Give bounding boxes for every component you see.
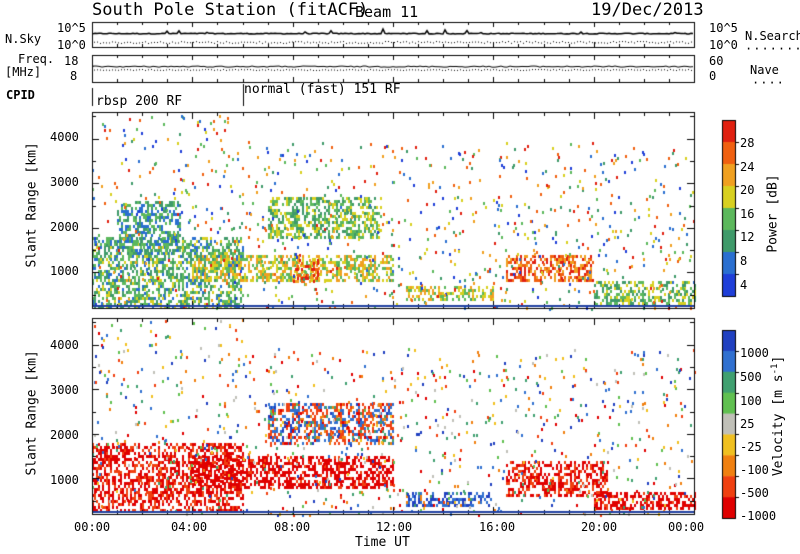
beam-label: Beam 11 [355,3,419,21]
vel-cb-tick-2: 100 [740,394,762,408]
nave-label: Nave [750,63,779,77]
cpid-segment-2: normal (fast) 151 RF [244,82,401,97]
power-ytick-1000: 1000 [50,264,79,278]
nave-dots: ···· [752,76,785,90]
power-cb-label: Power [dB] [766,174,781,254]
vel-cb-tick-1: 500 [740,370,762,384]
power-cb-tick-8: 8 [740,254,748,268]
xtick-5: 20:00 [581,520,618,534]
xtick-0: 00:00 [74,520,111,534]
vel-cb-unit-exp: -1 [769,363,780,375]
vel-cb-label-text: Velocity [771,413,787,477]
xtick-3: 12:00 [376,520,413,534]
vel-ytick-1000: 1000 [50,473,79,487]
vel-ytick-3000: 3000 [50,383,79,397]
xtick-1: 04:00 [171,520,208,534]
xtick-6: 00:00 [668,520,705,534]
nsearch-tick-bottom: 10^0 [709,38,738,52]
vel-ytick-2000: 2000 [50,428,79,442]
xtick-2: 08:00 [274,520,311,534]
date-label: 19/Dec/2013 [591,0,704,20]
vel-cb-tick-7: -1000 [740,509,777,523]
power-cb-tick-28: 28 [740,136,755,150]
freq-label: Freq. [18,52,55,66]
xtick-4: 16:00 [479,520,516,534]
vel-ylabel: Slant Range [km] [24,350,40,476]
vel-cb-tick-0: 1000 [740,346,769,360]
xlabel: Time UT [355,535,410,550]
nsearch-tick-top: 10^5 [709,21,738,35]
vel-cb-unit-close: ] [771,355,787,364]
vel-cb-tick-3: 25 [740,417,755,431]
freq-unit: [MHz] [5,65,42,79]
nsearch-dots: ······· [745,42,800,56]
power-ylabel: Slant Range [km] [24,142,40,268]
nsky-tick-top: 10^5 [57,21,86,35]
nsky-label: N.Sky [5,32,42,46]
power-ytick-2000: 2000 [50,220,79,234]
power-cb-tick-4: 4 [740,278,748,292]
power-cb-tick-12: 12 [740,230,755,244]
vel-cb-tick-4: -25 [740,440,762,454]
vel-cb-tick-6: -500 [740,486,769,500]
power-cb-tick-24: 24 [740,160,755,174]
power-cb-label-text: Power [dB] [765,174,781,253]
vel-cb-unit: [m s [771,374,787,406]
cpid-segment-1: rbsp 200 RF [96,94,183,109]
power-ytick-4000: 4000 [50,130,79,144]
nave-tick-top: 60 [709,54,724,68]
power-ytick-3000: 3000 [50,175,79,189]
freq-tick-top: 18 [64,54,79,68]
vel-ytick-4000: 4000 [50,338,79,352]
station-title: South Pole Station (fitACF) [92,0,369,20]
freq-tick-bottom: 8 [70,69,78,83]
power-cb-tick-20: 20 [740,183,755,197]
cpid-label: CPID [6,88,35,102]
nave-tick-bottom: 0 [709,69,717,83]
power-cb-tick-16: 16 [740,207,755,221]
vel-cb-tick-5: -100 [740,463,769,477]
vel-cb-label: Velocity [m s-1] [769,356,787,477]
nsky-tick-bottom: 10^0 [57,38,86,52]
nsearch-label: N.Search [745,29,800,43]
